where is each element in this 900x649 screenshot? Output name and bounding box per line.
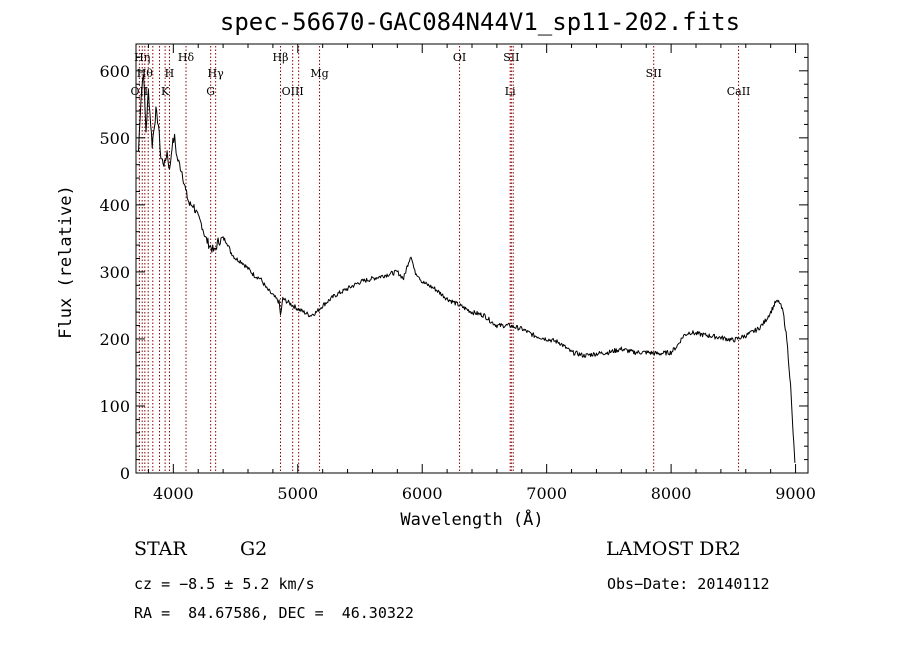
spectral-line-label: Hη <box>134 51 150 64</box>
object-class: STAR <box>134 538 187 560</box>
y-tick-label: 400 <box>99 196 130 215</box>
spectral-line-label: Hβ <box>273 51 289 64</box>
spectral-line-label: Hθ <box>137 67 154 80</box>
spectral-line-label: OII <box>131 85 149 98</box>
x-tick-label: 6000 <box>402 484 443 503</box>
coordinates: RA = 84.67586, DEC = 46.30322 <box>134 604 414 622</box>
x-tick-label: 9000 <box>775 484 816 503</box>
spectrum-line <box>138 74 796 463</box>
y-axis-label: Flux (relative) <box>56 185 76 339</box>
spectral-line-label: Mg <box>310 67 328 80</box>
x-tick-label: 5000 <box>277 484 318 503</box>
spectral-line-label: Li <box>505 85 516 98</box>
spectral-line-label: G <box>206 85 215 98</box>
y-tick-label: 300 <box>99 263 130 282</box>
survey-name: LAMOST DR2 <box>606 538 741 560</box>
observation-date: Obs−Date: 20140112 <box>607 575 770 593</box>
x-tick-label: 8000 <box>651 484 692 503</box>
spectral-line-label: SII <box>503 51 519 64</box>
x-axis-label: Wavelength (Å) <box>400 510 544 530</box>
y-tick-label: 200 <box>99 330 130 349</box>
y-tick-label: 500 <box>99 129 130 148</box>
x-tick-label: 7000 <box>526 484 567 503</box>
spectral-line-label: Hδ <box>178 51 195 64</box>
spectral-line-label: SII <box>646 67 662 80</box>
object-subclass: G2 <box>240 538 268 560</box>
spectral-line-label: K <box>161 85 170 98</box>
redshift-velocity: cz = −8.5 ± 5.2 km/s <box>134 575 315 593</box>
spectral-line-label: OIII <box>282 85 304 98</box>
y-tick-label: 600 <box>99 62 130 81</box>
x-tick-label: 4000 <box>153 484 194 503</box>
spectral-line-label: H <box>165 67 175 80</box>
y-tick-label: 100 <box>99 397 130 416</box>
spectral-line-label: OI <box>453 51 466 64</box>
spectral-line-label: CaII <box>727 85 751 98</box>
y-tick-label: 0 <box>120 464 130 483</box>
chart-title: spec-56670-GAC084N44V1_sp11-202.fits <box>219 8 741 36</box>
spectral-line-label: Hγ <box>208 67 225 80</box>
